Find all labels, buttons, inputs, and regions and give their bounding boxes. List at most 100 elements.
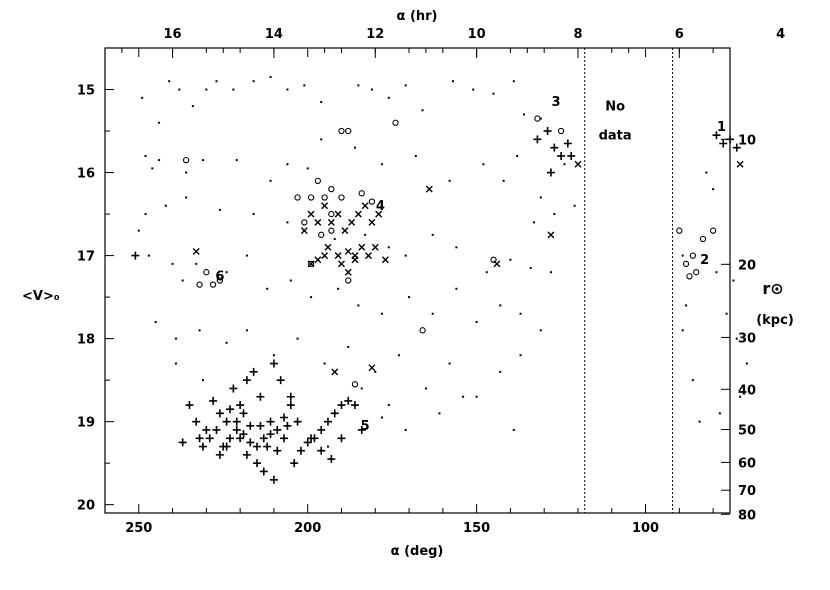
dot-point <box>371 89 373 91</box>
dot-point <box>503 180 505 182</box>
cross-point <box>335 253 341 259</box>
no-data-boundaries <box>585 48 673 513</box>
dot-point <box>513 80 515 82</box>
x-top-tick-label: 4 <box>776 27 785 42</box>
dot-point <box>415 155 417 157</box>
cross-point <box>322 253 328 259</box>
y-left-axis-title: <V>₀ <box>22 289 60 304</box>
dot-point <box>553 213 555 215</box>
plus-point <box>280 414 288 422</box>
y-right-tick-label: 60 <box>738 456 756 471</box>
plus-point <box>267 418 275 426</box>
plus-point <box>206 434 214 442</box>
plus-point <box>726 135 734 143</box>
dot-point <box>563 163 565 165</box>
dot-point <box>486 271 488 273</box>
dot-point <box>438 412 440 414</box>
plus-point <box>209 397 217 405</box>
cross-point <box>332 369 338 375</box>
dot-point <box>432 313 434 315</box>
plus-point <box>533 135 541 143</box>
circle-point <box>329 211 334 216</box>
plus-point <box>246 438 254 446</box>
circle-point <box>369 199 374 204</box>
annotation-label: No <box>605 99 625 114</box>
dot-point <box>168 80 170 82</box>
cross-point <box>369 365 375 371</box>
plus-point <box>317 426 325 434</box>
dot-point <box>682 329 684 331</box>
dot-point <box>232 89 234 91</box>
circle-point <box>315 178 320 183</box>
plus-point <box>229 384 237 392</box>
annotation-label: 3 <box>551 95 560 110</box>
y-right-axis-title: r⊙ <box>762 279 783 298</box>
circle-point <box>711 228 716 233</box>
dot-point <box>307 167 309 169</box>
circle-point <box>535 116 540 121</box>
plus-point <box>294 418 302 426</box>
cross-point <box>325 244 331 250</box>
dot-point <box>320 138 322 140</box>
dot-point <box>219 209 221 211</box>
dot-point <box>550 271 552 273</box>
dot-point <box>145 155 147 157</box>
dot-point <box>202 379 204 381</box>
circle-point <box>197 282 202 287</box>
plus-point <box>331 409 339 417</box>
dot-point <box>185 172 187 174</box>
circle-point <box>329 187 334 192</box>
dot-point <box>452 80 454 82</box>
dot-point <box>172 263 174 265</box>
dot-point <box>476 321 478 323</box>
dot-point <box>381 313 383 315</box>
dot-point <box>141 97 143 99</box>
dot-point <box>513 429 515 431</box>
plus-point <box>270 360 278 368</box>
dot-point <box>388 404 390 406</box>
plus-point <box>216 409 224 417</box>
plus-point <box>267 430 275 438</box>
y-left-tick-label: 19 <box>77 416 95 431</box>
dot-point <box>354 147 356 149</box>
plus-point <box>287 401 295 409</box>
annotation-label: 6 <box>215 270 224 285</box>
cross-point <box>372 244 378 250</box>
dot-point <box>320 101 322 103</box>
cross-point <box>301 228 307 234</box>
dot-point <box>540 329 542 331</box>
dot-point <box>712 188 714 190</box>
dot-point <box>178 89 180 91</box>
x-top-tick-label: 12 <box>366 27 384 42</box>
dot-point <box>324 363 326 365</box>
dot-point <box>226 271 228 273</box>
circle-point <box>346 128 351 133</box>
plus-point <box>250 368 258 376</box>
plus-point <box>550 144 558 152</box>
dot-point <box>199 329 201 331</box>
plus-point <box>324 418 332 426</box>
dot-point <box>405 84 407 86</box>
cross-point <box>328 219 334 225</box>
dot-point <box>493 93 495 95</box>
plus-point <box>256 422 264 430</box>
dot-point <box>499 304 501 306</box>
cross-point <box>366 253 372 259</box>
annotation-label: 5 <box>361 419 370 434</box>
dot-point <box>699 421 701 423</box>
x-top-tick-label: 10 <box>468 27 486 42</box>
plus-point <box>270 476 278 484</box>
dot-point <box>357 84 359 86</box>
x-bottom-tick-label: 100 <box>632 521 659 536</box>
plus-point <box>216 451 224 459</box>
dot-point <box>270 76 272 78</box>
dot-point <box>530 267 532 269</box>
circle-point <box>339 195 344 200</box>
dot-point <box>357 304 359 306</box>
dot-point <box>692 379 694 381</box>
cross-point <box>338 261 344 267</box>
circle-point <box>204 270 209 275</box>
dot-point <box>145 213 147 215</box>
plus-point <box>199 443 207 451</box>
dot-point <box>685 304 687 306</box>
